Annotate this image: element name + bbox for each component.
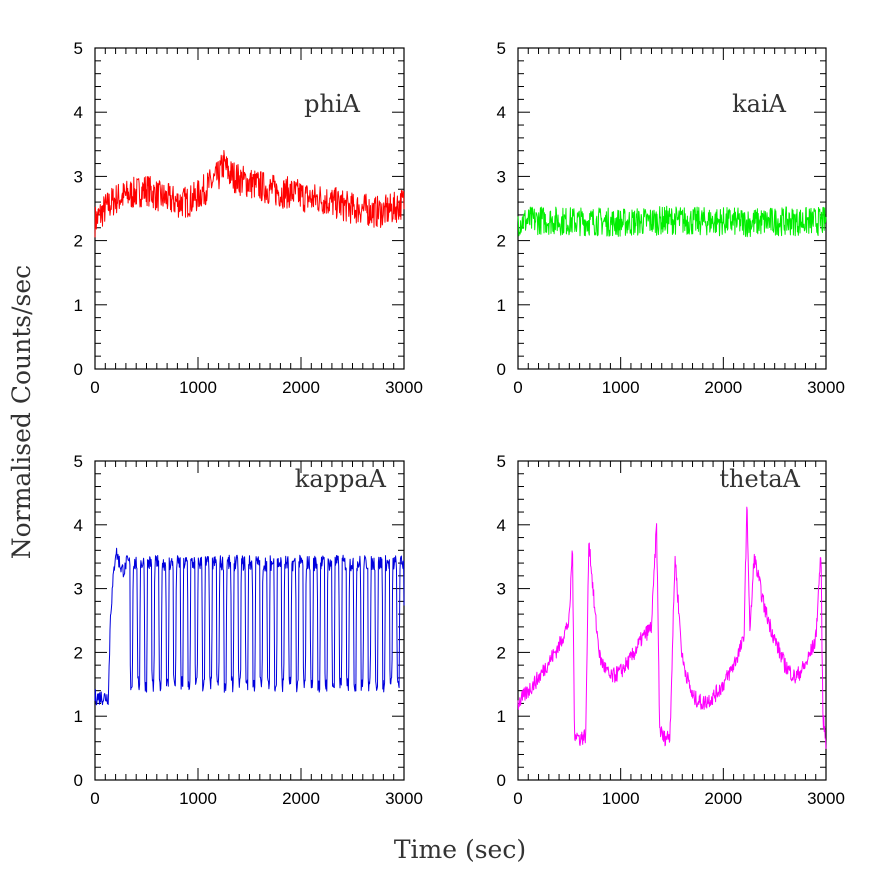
y-tick-label: 5 [74,452,83,471]
x-tick-label: 0 [90,789,99,808]
y-tick-label: 3 [74,580,83,599]
y-tick-label: 0 [74,360,83,379]
y-tick-label: 1 [74,707,83,726]
y-tick-label: 2 [497,232,506,251]
panel-kaiA: 0 1000 2000 3000 0 1 2 3 4 5 kaiA [497,39,845,397]
y-tick-label: 3 [497,167,506,186]
y-tick-label: 2 [497,643,506,662]
y-tick-label: 2 [74,232,83,251]
panel-phiA: 0 1000 2000 3000 0 1 2 3 4 5 phiA [74,39,423,397]
x-tick-label: 2000 [282,789,320,808]
y-tick-label: 5 [497,452,506,471]
panel-title: thetaA [719,465,800,493]
y-tick-label: 1 [497,707,506,726]
plot-frame [94,460,405,781]
x-tick-label: 2000 [704,378,742,397]
x-tick-label: 0 [513,789,522,808]
x-tick-label: 3000 [807,378,845,397]
y-tick-label: 4 [74,103,83,122]
y-tick-label: 0 [497,771,506,790]
x-tick-label: 1000 [602,789,640,808]
panel-kappaA: 0 1000 2000 3000 0 1 2 3 4 5 kappaA [74,452,423,808]
x-axis-title: Time (sec) [394,835,526,864]
y-tick-label: 2 [74,643,83,662]
series-line-kaiA [517,205,827,238]
x-tick-label: 1000 [179,378,217,397]
panel-thetaA: 0 1000 2000 3000 0 1 2 3 4 5 thetaA [497,452,845,808]
x-tick-label: 1000 [602,378,640,397]
y-tick-label: 0 [497,360,506,379]
y-tick-label: 0 [74,771,83,790]
series-line-kappaA [94,547,405,706]
plot-frame [517,460,827,781]
x-tick-label: 3000 [385,378,423,397]
y-tick-label: 1 [497,296,506,315]
y-tick-label: 1 [74,296,83,315]
panel-title: phiA [304,90,360,118]
panel-title: kappaA [295,465,387,493]
x-tick-label: 3000 [385,789,423,808]
x-tick-label: 0 [513,378,522,397]
x-tick-label: 2000 [282,378,320,397]
panel-title: kaiA [732,90,787,118]
y-tick-label: 3 [74,167,83,186]
x-tick-label: 2000 [704,789,742,808]
x-tick-label: 3000 [807,789,845,808]
x-tick-label: 0 [90,378,99,397]
series-line-phiA [94,150,405,238]
y-tick-label: 5 [74,39,83,58]
y-tick-label: 4 [497,516,506,535]
y-tick-label: 3 [497,580,506,599]
y-axis-title: Normalised Counts/sec [7,265,36,559]
y-tick-label: 4 [74,516,83,535]
y-tick-label: 4 [497,103,506,122]
series-line-thetaA [517,506,827,749]
x-tick-label: 1000 [179,789,217,808]
y-tick-label: 5 [497,39,506,58]
